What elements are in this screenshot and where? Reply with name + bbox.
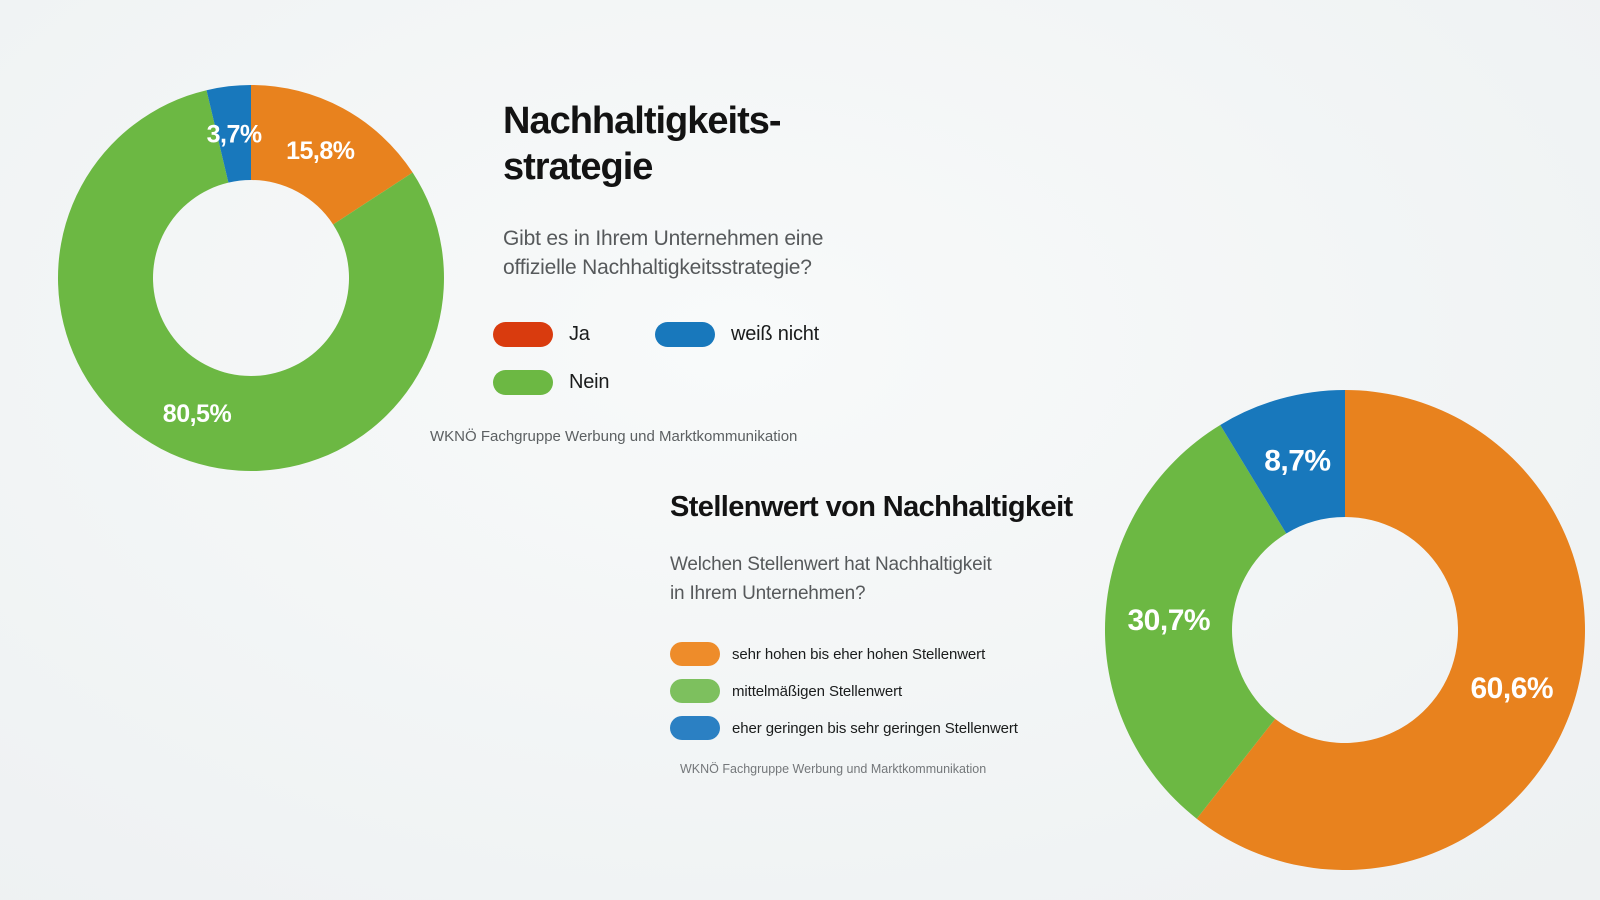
chart1-source: WKNÖ Fachgruppe Werbung und Marktkommuni… [430,428,798,445]
chart2-subtitle-line-2: in Ihrem Unternehmen? [670,583,866,604]
donut-slice-nein [57,90,444,471]
legend-swatch-weiss-nicht [655,322,715,347]
slice-value-label: 8,7% [1264,445,1330,478]
legend-swatch-ja [493,322,553,347]
chart1-title-line-2: strategie [503,146,653,188]
chart1-subtitle-line-1: Gibt es in Ihrem Unternehmen eine [503,227,824,250]
legend-swatch-nein [493,370,553,395]
legend-label-geringer-stellenwert: eher geringen bis sehr geringen Stellenw… [732,719,1018,737]
slice-value-label: 60,6% [1471,672,1554,705]
donut-slice-ja [251,85,413,225]
legend-swatch-hoher-stellenwert [670,642,720,666]
slice-value-label: 3,7% [207,120,262,148]
donut-slice-sehr-hohen-bis-eher-hohen-stellenwert [1196,390,1585,870]
donut-nachhaltigkeitsstrategie: 15,8% 80,5% 3,7% [57,85,444,471]
legend-label-hoher-stellenwert: sehr hohen bis eher hohen Stellenwert [732,645,986,663]
chart2-subtitle: Welchen Stellenwert hat Nachhaltigkeit i… [670,550,992,608]
chart2-subtitle-line-1: Welchen Stellenwert hat Nachhaltigkeit [670,554,992,575]
legend-label-mittelmaessiger-stellenwert: mittelmäßigen Stellenwert [732,682,903,700]
donut-slice-eher-geringen-bis-sehr-geringen-stellenwert [1220,390,1345,534]
legend-item-weiss-nicht: weiß nicht [655,322,819,347]
legend-swatch-mittelmaessiger-stellenwert [670,679,720,703]
legend-label-weiss-nicht: weiß nicht [731,323,820,345]
chart1-subtitle-line-2: offizielle Nachhaltigkeitsstrategie? [503,256,812,279]
slice-value-label: 30,7% [1128,604,1211,637]
legend-label-nein: Nein [569,371,610,393]
donut-slice-mittelmäßigen-stellenwert [1104,424,1287,819]
slice-value-label: 15,8% [286,137,355,165]
chart2-title: Stellenwert von Nachhaltigkeit [670,490,1073,524]
legend-item-mittelmaessiger-stellenwert: mittelmäßigen Stellenwert [670,679,902,703]
donut-slice-weiß-nicht [206,85,251,183]
legend-item-geringer-stellenwert: eher geringen bis sehr geringen Stellenw… [670,716,1018,740]
legend-item-hoher-stellenwert: sehr hohen bis eher hohen Stellenwert [670,642,985,666]
legend-item-nein: Nein [493,370,610,395]
legend-label-ja: Ja [569,323,590,345]
donut-stellenwert: 60,6% 30,7% 8,7% [1104,390,1585,870]
chart2-source: WKNÖ Fachgruppe Werbung und Marktkommuni… [680,762,987,776]
chart1-subtitle: Gibt es in Ihrem Unternehmen eine offizi… [503,224,823,282]
chart1-title: Nachhaltigkeits- strategie [503,98,782,190]
chart1-title-line-1: Nachhaltigkeits- [503,100,782,142]
legend-item-ja: Ja [493,322,590,347]
slice-value-label: 80,5% [163,400,232,428]
chart2-title-line-1: Stellenwert von Nachhaltigkeit [670,491,1073,523]
legend-swatch-geringer-stellenwert [670,716,720,740]
